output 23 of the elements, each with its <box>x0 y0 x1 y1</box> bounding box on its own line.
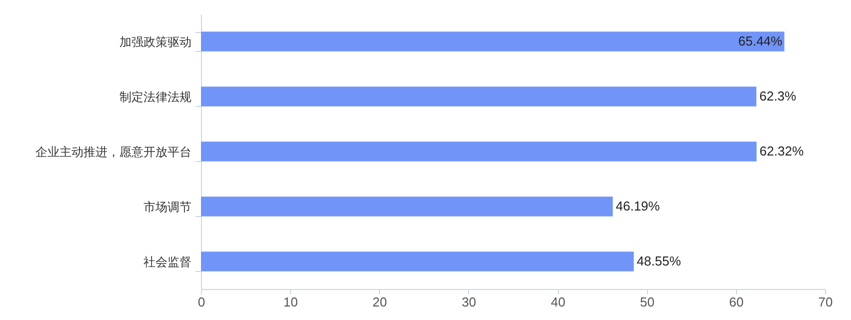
y-tick-label: 社会监督 <box>144 255 192 269</box>
y-tick-label: 加强政策驱动 <box>120 35 192 49</box>
x-tick-label: 30 <box>462 294 476 310</box>
y-tick-label: 企业主动推进，愿意开放平台 <box>36 145 192 159</box>
x-tick-label: 40 <box>550 294 566 310</box>
data-label: 62.32% <box>760 144 804 158</box>
bar <box>201 142 757 162</box>
x-tick-label: 10 <box>283 294 298 310</box>
x-tick-label: 0 <box>198 294 206 310</box>
bar <box>201 196 613 216</box>
data-label: 46.19% <box>616 198 660 214</box>
bar <box>201 86 756 106</box>
data-label: 62.3% <box>759 88 797 104</box>
x-tick-label: 50 <box>640 294 654 310</box>
bar <box>201 32 784 52</box>
x-tick-label: 60 <box>729 294 744 310</box>
bar <box>201 252 634 272</box>
y-tick-label: 制定法律法规 <box>120 90 192 104</box>
y-tick-label: 市场调节 <box>144 200 192 214</box>
data-label: 65.44% <box>738 34 783 48</box>
x-tick-label: 70 <box>818 294 833 310</box>
data-label: 48.55% <box>636 254 682 268</box>
x-tick-label: 20 <box>372 294 388 310</box>
